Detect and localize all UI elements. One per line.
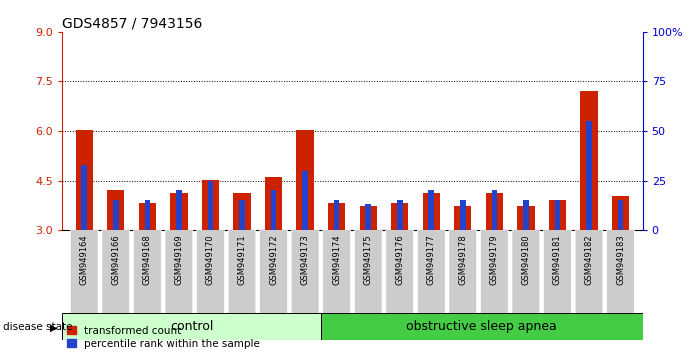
FancyBboxPatch shape [62,313,321,340]
Bar [391,203,408,230]
FancyBboxPatch shape [607,228,634,317]
Bar [234,193,251,230]
Text: GSM949169: GSM949169 [174,234,183,285]
Bar [144,200,150,230]
Bar [486,193,503,230]
Bar [586,121,591,230]
Text: ▶: ▶ [50,322,58,332]
Text: GSM949179: GSM949179 [490,234,499,285]
FancyBboxPatch shape [449,228,477,317]
FancyBboxPatch shape [196,228,225,317]
Bar [428,190,434,230]
FancyBboxPatch shape [133,228,161,317]
Text: GSM949183: GSM949183 [616,234,625,285]
Bar [113,200,119,230]
Bar [523,200,529,230]
Bar [170,193,187,230]
Text: GSM949173: GSM949173 [301,234,310,285]
FancyBboxPatch shape [323,228,350,317]
Bar [618,200,623,230]
Bar [423,193,440,230]
Text: GDS4857 / 7943156: GDS4857 / 7943156 [62,17,202,31]
Bar [139,203,156,230]
FancyBboxPatch shape [544,228,571,317]
Text: GSM949178: GSM949178 [458,234,467,285]
Text: GSM949177: GSM949177 [427,234,436,285]
Bar [202,180,219,230]
Bar [107,190,124,230]
FancyBboxPatch shape [321,313,643,340]
FancyBboxPatch shape [260,228,287,317]
Text: control: control [170,320,214,333]
Text: GSM949168: GSM949168 [143,234,152,285]
Text: GSM949171: GSM949171 [238,234,247,285]
Bar [549,200,566,230]
Bar [612,196,630,230]
Bar [176,190,182,230]
FancyBboxPatch shape [291,228,319,317]
Text: GSM949170: GSM949170 [206,234,215,285]
Bar [328,203,346,230]
FancyBboxPatch shape [102,228,130,317]
Bar [207,181,214,230]
Bar [296,130,314,230]
Bar [454,206,471,230]
Bar [518,206,535,230]
Bar [82,165,87,230]
Text: disease state: disease state [3,322,73,332]
Text: obstructive sleep apnea: obstructive sleep apnea [406,320,557,333]
Text: GSM949164: GSM949164 [79,234,88,285]
Bar [271,190,276,230]
Bar [555,200,560,230]
Bar [75,130,93,230]
Bar [366,204,371,230]
Bar [359,206,377,230]
FancyBboxPatch shape [386,228,414,317]
FancyBboxPatch shape [480,228,509,317]
FancyBboxPatch shape [70,228,98,317]
Text: GSM949181: GSM949181 [553,234,562,285]
FancyBboxPatch shape [417,228,445,317]
Bar [397,200,403,230]
Bar [265,177,282,230]
FancyBboxPatch shape [354,228,382,317]
Bar [491,190,498,230]
Bar [334,200,339,230]
Bar [302,171,308,230]
Text: GSM949166: GSM949166 [111,234,120,285]
Text: GSM949182: GSM949182 [585,234,594,285]
Bar [239,200,245,230]
FancyBboxPatch shape [575,228,603,317]
Text: GSM949176: GSM949176 [395,234,404,285]
FancyBboxPatch shape [165,228,193,317]
Legend: transformed count, percentile rank within the sample: transformed count, percentile rank withi… [68,326,260,349]
Bar [580,91,598,230]
FancyBboxPatch shape [228,228,256,317]
Text: GSM949174: GSM949174 [332,234,341,285]
Text: GSM949180: GSM949180 [522,234,531,285]
FancyBboxPatch shape [512,228,540,317]
Text: GSM949175: GSM949175 [363,234,372,285]
Text: GSM949172: GSM949172 [269,234,278,285]
Bar [460,200,466,230]
